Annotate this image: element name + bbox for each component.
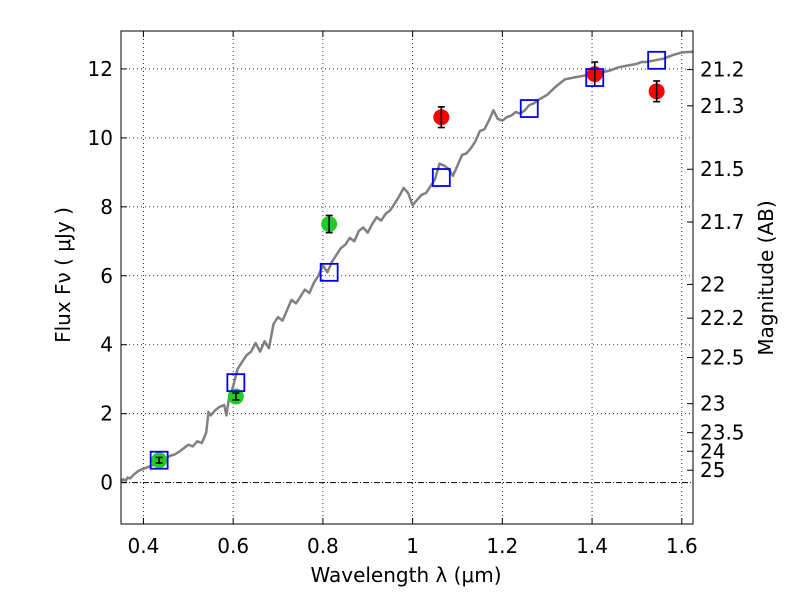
y-tick-label: 4 (100, 333, 113, 357)
axis-ticks (121, 31, 693, 524)
magnitude-tick-label: 25 (700, 458, 725, 482)
magnitude-tick-label: 23.5 (700, 421, 745, 445)
magnitude-tick-label: 22.2 (700, 306, 745, 330)
model-spectrum-line (120, 50, 694, 483)
right-axis-title: Magnitude (AB) (754, 200, 778, 355)
magnitude-tick-label: 21.3 (700, 94, 745, 118)
y-tick-label: 12 (88, 57, 113, 81)
model-photometry-square (431, 168, 451, 187)
model-photometry-square (149, 450, 169, 470)
y-tick-label: 2 (100, 402, 113, 426)
plot-area (120, 50, 694, 483)
x-tick-label: 0.4 (128, 534, 160, 558)
y-tick-label: 10 (88, 126, 113, 150)
model-photometry-square (226, 373, 246, 393)
y-tick-label: 0 (100, 471, 113, 495)
magnitude-tick-label: 24 (700, 439, 725, 463)
x-tick-label: 1.6 (666, 534, 698, 558)
model-photometry-square (647, 50, 667, 70)
model-photometry-square (585, 68, 605, 87)
magnitude-tick-label: 21.7 (700, 210, 745, 234)
magnitude-tick-label: 22.5 (700, 345, 745, 369)
magnitude-tick-label: 21.5 (700, 157, 745, 181)
y-tick-label: 6 (100, 264, 113, 288)
x-axis-title: Wavelength λ (μm) (310, 563, 501, 587)
plot-frame (120, 30, 694, 525)
magnitude-tick-label: 22 (700, 272, 725, 296)
y-tick-label: 8 (100, 195, 113, 219)
x-tick-label: 0.6 (217, 534, 249, 558)
model-photometry-square (319, 262, 339, 282)
x-tick-label: 1.2 (486, 534, 518, 558)
magnitude-tick-label: 23 (700, 392, 725, 416)
y-axis-title: Flux Fν ( μJy ) (51, 207, 75, 343)
x-tick-label: 0.8 (307, 534, 339, 558)
magnitude-tick-label: 21.2 (700, 58, 745, 82)
model-photometry-square (519, 99, 539, 118)
x-tick-label: 1 (406, 534, 419, 558)
x-tick-label: 1.4 (576, 534, 608, 558)
